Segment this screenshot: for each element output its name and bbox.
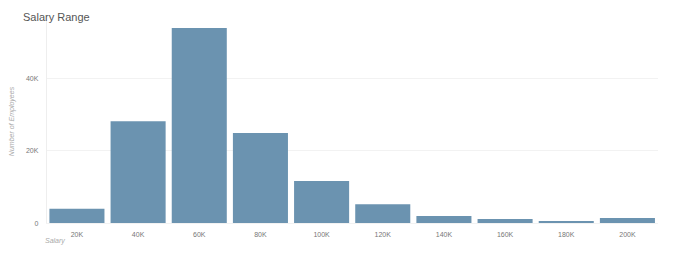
svg-text:20K: 20K	[26, 147, 39, 154]
svg-text:Salary: Salary	[45, 237, 65, 245]
svg-text:120K: 120K	[375, 231, 392, 238]
svg-text:200K: 200K	[619, 231, 636, 238]
svg-text:100K: 100K	[313, 231, 330, 238]
svg-text:80K: 80K	[254, 231, 267, 238]
svg-text:40K: 40K	[132, 231, 145, 238]
svg-text:0: 0	[34, 220, 38, 227]
svg-text:180K: 180K	[558, 231, 575, 238]
svg-text:140K: 140K	[436, 231, 453, 238]
svg-text:Salary Range: Salary Range	[23, 11, 90, 23]
svg-text:60K: 60K	[193, 231, 206, 238]
svg-text:Number of Employees: Number of Employees	[8, 86, 16, 156]
svg-text:20K: 20K	[71, 231, 84, 238]
svg-text:160K: 160K	[497, 231, 514, 238]
svg-text:40K: 40K	[26, 75, 39, 82]
